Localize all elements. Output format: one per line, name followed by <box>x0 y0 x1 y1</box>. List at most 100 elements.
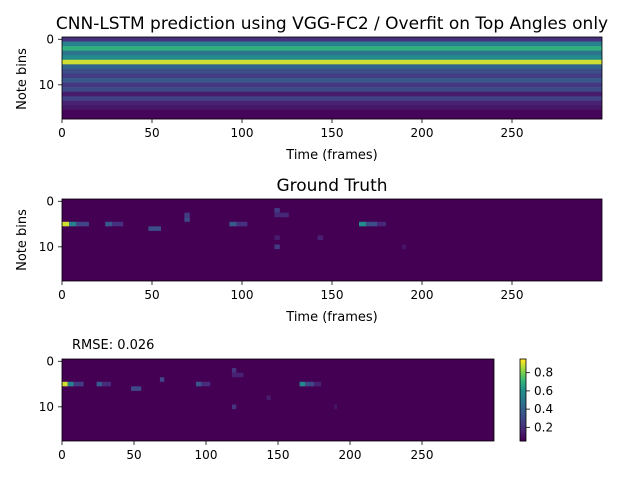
colorbar-swatch <box>520 407 526 410</box>
heatmap-cell <box>231 404 237 410</box>
colorbar-swatch <box>520 391 526 394</box>
heatmap-row <box>62 105 602 111</box>
y-tick-label: 10 <box>39 78 54 92</box>
y-tick-label: 0 <box>46 194 54 208</box>
colorbar-swatch <box>520 405 526 408</box>
colorbar-swatch <box>520 409 526 412</box>
heatmap-cell <box>62 381 68 387</box>
panel-ground-truth: Ground Truth Note bins Time (frames) 0 50… <box>15 176 603 325</box>
colorbar-swatch <box>520 381 526 384</box>
y-axis-label: Note bins <box>15 209 30 271</box>
heatmap-row <box>62 50 602 56</box>
heatmap-cell <box>112 221 124 227</box>
y-axis-label: Note bins <box>15 48 30 110</box>
x-tick-label: 0 <box>58 126 66 140</box>
colorbar-swatch <box>520 383 526 386</box>
chart-title: Ground Truth <box>276 176 387 196</box>
x-tick-label: 50 <box>126 448 141 462</box>
heatmap-cell <box>402 244 406 250</box>
colorbar-swatch <box>520 385 526 388</box>
colorbar-swatch <box>520 433 526 436</box>
colorbar-tick-label: 0.4 <box>534 402 553 416</box>
colorbar-swatch <box>520 417 526 420</box>
heatmap-cell <box>266 395 271 400</box>
heatmap-row <box>62 91 602 97</box>
colorbar-swatch <box>520 403 526 406</box>
x-axis-label: Time (frames) <box>285 310 377 325</box>
colorbar-tick-label: 0.6 <box>534 384 553 398</box>
heatmap-row <box>62 109 602 115</box>
x-tick-label: 250 <box>411 448 434 462</box>
heatmap-cell <box>305 381 314 387</box>
heatmap-row <box>62 87 602 92</box>
x-tick-label: 100 <box>231 126 254 140</box>
colorbar-swatch <box>520 375 526 378</box>
colorbar-swatch <box>520 373 526 376</box>
y-tick-label: 10 <box>39 400 54 414</box>
heatmap-cell <box>236 221 248 227</box>
heatmap-cell <box>274 212 289 218</box>
axis-ticks: 0 50 100 150 200 250 0 10 <box>39 32 524 140</box>
heatmap-cell <box>334 404 338 410</box>
heatmap-cell <box>377 221 386 227</box>
x-tick-label: 200 <box>411 126 434 140</box>
heatmap-cell <box>274 208 280 213</box>
heatmap-cell <box>314 381 322 387</box>
colorbar-swatch <box>520 419 526 422</box>
colorbar-swatch <box>520 399 526 402</box>
heatmap-cell <box>184 212 190 218</box>
x-tick-label: 200 <box>339 448 362 462</box>
colorbar-swatch <box>520 431 526 434</box>
heatmap-cell <box>366 221 377 227</box>
colorbar-frame <box>519 358 527 442</box>
heatmap-cell <box>229 221 237 227</box>
colorbar-tick-label: 0.2 <box>534 420 553 434</box>
panel-rmse: RMSE: 0.026 0 50 100 150 200 250 0 10 <box>39 338 495 462</box>
axis-ticks: 0 50 100 150 200 250 0 10 <box>39 354 434 462</box>
heatmap-row <box>62 100 602 106</box>
colorbar-swatch <box>520 439 526 442</box>
axis-ticks: 0 50 100 150 200 250 0 10 <box>39 194 524 302</box>
heatmap-row <box>62 59 602 65</box>
colorbar-swatch <box>520 421 526 424</box>
colorbar-swatch <box>520 387 526 390</box>
heatmap-cell <box>131 386 142 391</box>
colorbar-swatch <box>520 379 526 382</box>
colorbar-gradient <box>520 359 526 442</box>
colorbar-swatch <box>520 427 526 430</box>
colorbar-swatch <box>520 437 526 440</box>
heatmap-cell <box>67 381 74 387</box>
heatmap-cell <box>317 235 323 240</box>
x-tick-label: 50 <box>144 126 159 140</box>
heatmap-row <box>62 96 602 102</box>
colorbar-swatch <box>520 389 526 392</box>
heatmap-cell <box>96 381 103 387</box>
heatmap-cell <box>105 221 113 227</box>
x-tick-label: 150 <box>267 448 290 462</box>
colorbar-swatch <box>520 359 526 362</box>
colorbar-swatch <box>520 415 526 418</box>
colorbar: 0.2 0.4 0.6 0.8 <box>519 358 553 442</box>
x-tick-label: 100 <box>231 288 254 302</box>
y-tick-label: 10 <box>39 240 54 254</box>
heatmap-background <box>62 199 602 281</box>
colorbar-swatch <box>520 413 526 416</box>
x-tick-label: 50 <box>144 288 159 302</box>
heatmap-cell <box>359 221 367 227</box>
colorbar-swatch <box>520 429 526 432</box>
y-tick-label: 0 <box>46 32 54 46</box>
heatmap-cell <box>62 221 70 227</box>
heatmap-cell <box>201 381 211 387</box>
heatmap-cell <box>159 377 165 382</box>
heatmap-row <box>62 64 602 70</box>
x-tick-label: 100 <box>195 448 218 462</box>
colorbar-swatch <box>520 401 526 404</box>
heatmap-cell <box>274 244 280 250</box>
colorbar-swatch <box>520 425 526 428</box>
heatmap-cell <box>76 221 89 227</box>
heatmap-row <box>62 41 602 47</box>
x-tick-label: 250 <box>501 126 524 140</box>
x-tick-label: 200 <box>411 288 434 302</box>
heatmap-row <box>62 114 602 120</box>
